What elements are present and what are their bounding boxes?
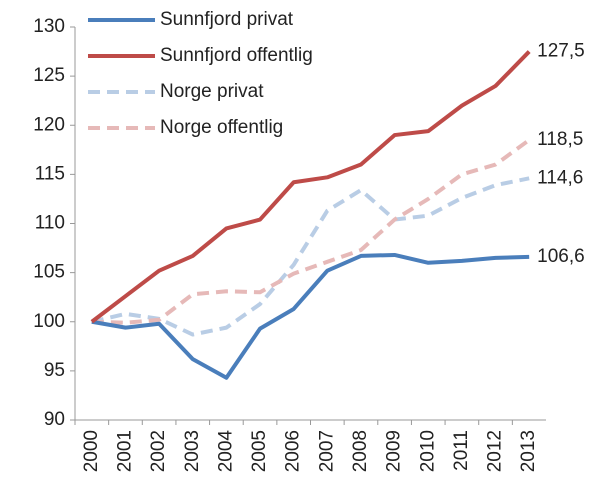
x-tick-label: 2010 xyxy=(417,430,438,472)
x-tick-label: 2005 xyxy=(249,430,270,472)
value-label: 114,6 xyxy=(537,167,583,188)
x-tick-label: 2004 xyxy=(215,430,236,473)
y-tick-label: 90 xyxy=(44,409,65,430)
x-tick-label: 2009 xyxy=(384,430,405,472)
x-tick-label: 2007 xyxy=(316,430,337,472)
x-tick-label: 2003 xyxy=(182,430,203,472)
series-line xyxy=(91,252,530,380)
y-tick-label: 130 xyxy=(33,16,65,37)
y-tick-label: 100 xyxy=(33,311,65,332)
legend-label: Sunnfjord privat xyxy=(160,9,294,30)
y-tick-label: 125 xyxy=(33,65,65,86)
value-label: 106,6 xyxy=(537,246,585,267)
series-line xyxy=(91,138,531,325)
legend-label: Norge privat xyxy=(160,81,264,102)
y-tick-label: 120 xyxy=(33,114,65,135)
series-line xyxy=(90,50,531,324)
x-tick-label: 2006 xyxy=(283,430,304,472)
value-label: 127,5 xyxy=(537,41,585,62)
value-label: 118,5 xyxy=(537,129,583,150)
x-tick-label: 2011 xyxy=(451,430,472,471)
x-tick-label: 2002 xyxy=(148,430,169,472)
x-tick-label: 2000 xyxy=(81,430,102,472)
x-tick-label: 2013 xyxy=(518,430,539,472)
y-tick-label: 95 xyxy=(44,360,65,381)
legend-label: Norge offentlig xyxy=(160,117,283,138)
legend-label: Sunnfjord offentlig xyxy=(160,45,313,66)
x-tick-label: 2008 xyxy=(350,430,371,472)
x-tick-label: 2001 xyxy=(114,430,135,472)
y-tick-label: 115 xyxy=(35,163,65,184)
y-tick-label: 110 xyxy=(35,213,65,234)
series-line xyxy=(91,176,530,337)
x-tick-label: 2012 xyxy=(485,430,506,472)
y-tick-label: 105 xyxy=(33,262,65,283)
